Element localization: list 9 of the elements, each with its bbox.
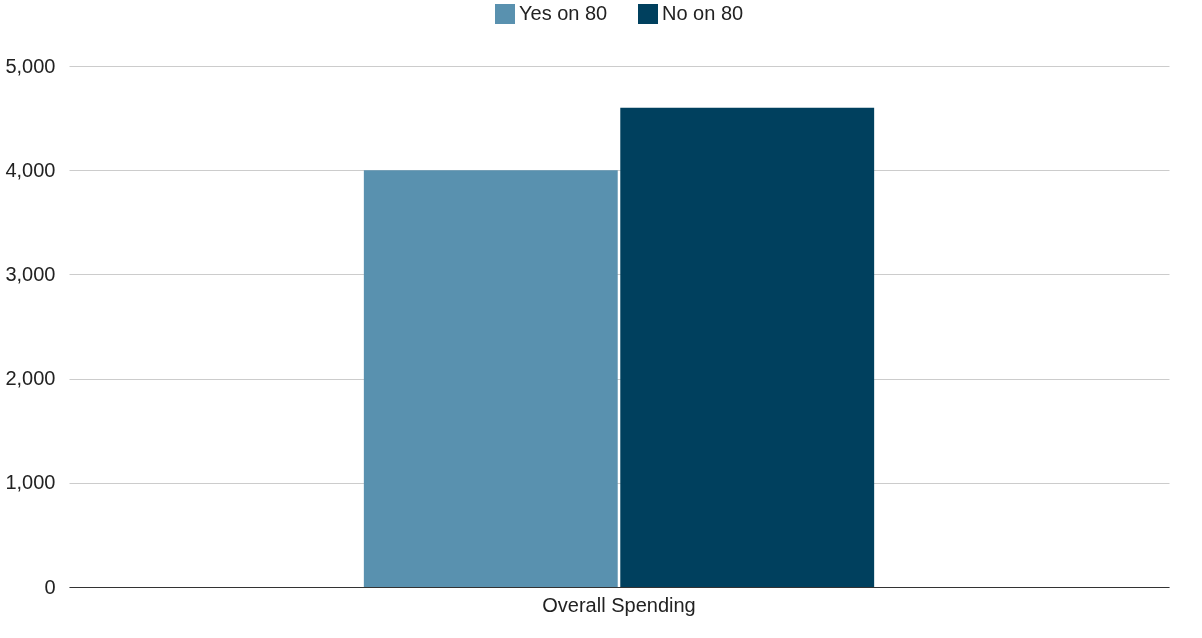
x-tick-label: Overall Spending xyxy=(542,593,696,616)
y-tick-label: 5,000 xyxy=(5,54,56,77)
y-tick-label: 4,000 xyxy=(5,158,56,181)
legend-label: No on 80 xyxy=(662,2,744,24)
y-tick-label: 1,000 xyxy=(5,471,56,494)
y-tick-label: 3,000 xyxy=(5,262,56,285)
legend-label: Yes on 80 xyxy=(519,2,608,24)
y-tick-label: 0 xyxy=(44,575,56,598)
y-tick-label: 2,000 xyxy=(5,367,56,390)
